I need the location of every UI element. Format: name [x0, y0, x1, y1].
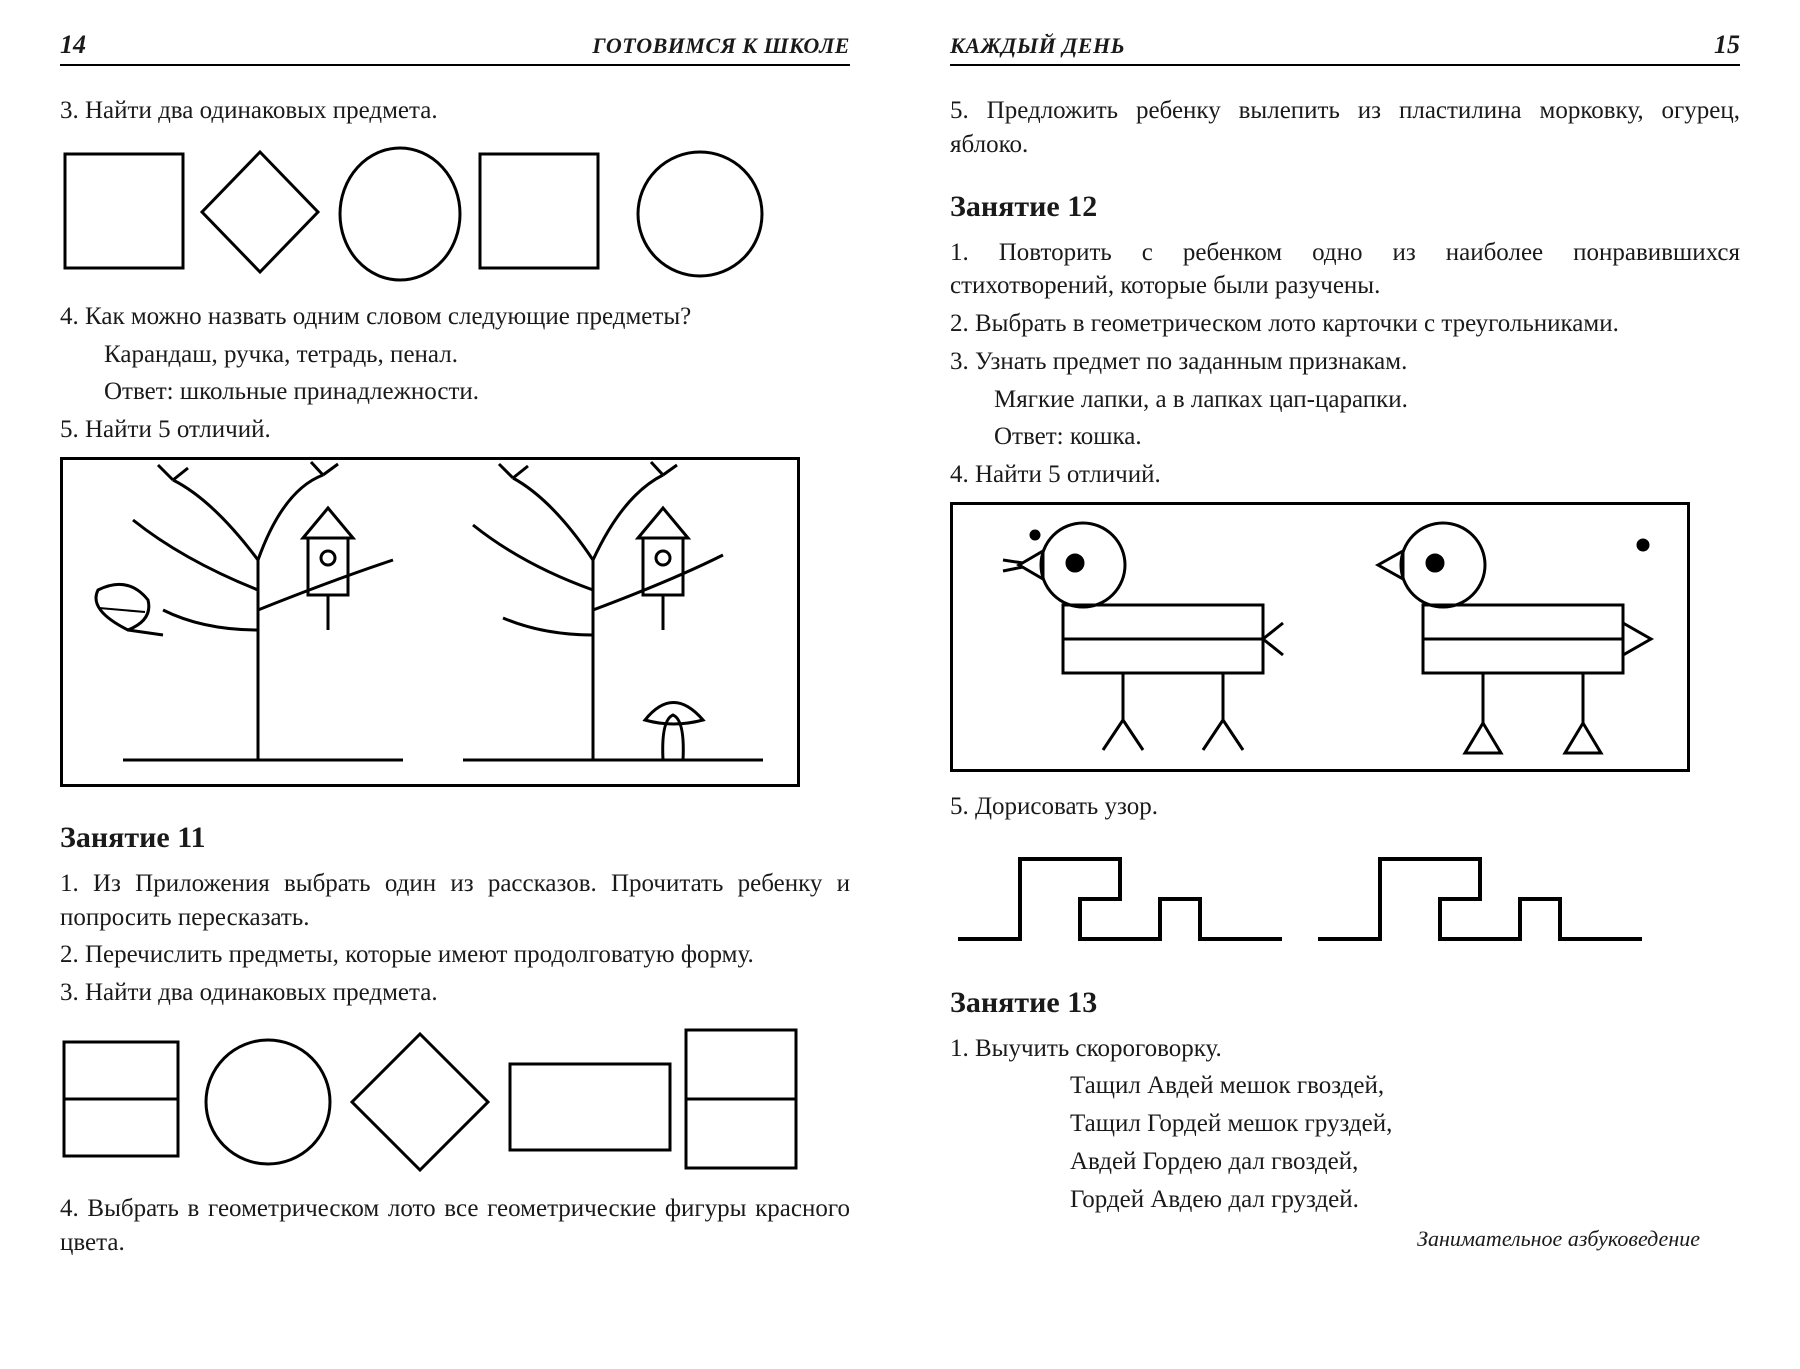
poem-line-1: Тащил Авдей мешок гвоздей, [950, 1069, 1740, 1103]
header-left: 14 ГОТОВИМСЯ К ШКОЛЕ [60, 30, 850, 66]
task-5: 5. Найти 5 отличий. [60, 413, 850, 447]
l12-task1: 1. Повторить с ребенком одно из наиболее… [950, 236, 1740, 304]
tail-triangle-icon [1623, 623, 1651, 655]
l12-task3a: 3. Узнать предмет по заданным признакам. [950, 345, 1740, 379]
poem-line-2: Тащил Гордей мешок груздей, [950, 1107, 1740, 1141]
l12-task3c: Ответ: кошка. [950, 420, 1740, 454]
running-head: КАЖДЫЙ ДЕНЬ [950, 33, 1125, 59]
l12-task5: 5. Дорисовать узор. [950, 790, 1740, 824]
l11-task2: 2. Перечислить предметы, которые имеют п… [60, 938, 850, 972]
shapes-row-1 [60, 142, 850, 282]
l11-task1: 1. Из Приложения выбрать один из рассказ… [60, 867, 850, 935]
lesson-11-heading: Занятие 11 [60, 821, 850, 855]
beak-triangle-icon [1019, 551, 1043, 579]
diamond-icon [352, 1034, 488, 1170]
l13-task1: 1. Выучить скороговорку. [950, 1032, 1740, 1066]
credit-line: Занимательное азбуковедение [950, 1226, 1740, 1252]
beak-triangle-icon [1378, 551, 1403, 579]
poem-line-3: Авдей Гордею дал гвоздей, [950, 1145, 1740, 1179]
ellipse-icon [340, 148, 460, 280]
lesson-12-heading: Занятие 12 [950, 190, 1740, 224]
shapes-row-2 [60, 1024, 850, 1174]
poem-line-4: Гордей Авдею дал груздей. [950, 1183, 1740, 1217]
page-number: 14 [60, 30, 86, 60]
l12-task3b: Мягкие лапки, а в лапках цап-царапки. [950, 383, 1740, 417]
l11-task3: 3. Найти два одинаковых предмета. [60, 976, 850, 1010]
shapes-2-svg [60, 1024, 800, 1174]
l11-task1-text: 1. Из Приложения выбрать один из рассказ… [60, 870, 850, 931]
header-right: КАЖДЫЙ ДЕНЬ 15 [950, 30, 1740, 66]
pattern-figure [950, 834, 1690, 954]
circle-icon [206, 1040, 330, 1164]
task-4-answer: Ответ: школьные принадлежности. [60, 375, 850, 409]
task-4-line1: 4. Как можно назвать одним словом следую… [60, 300, 850, 334]
page-number: 15 [1714, 30, 1740, 60]
tail-chevron-icon [1263, 623, 1283, 655]
l12-task2: 2. Выбрать в геометрическом лото карточк… [950, 307, 1740, 341]
circle-icon [638, 152, 762, 276]
square-icon [480, 154, 598, 268]
running-head: ГОТОВИМСЯ К ШКОЛЕ [592, 33, 850, 59]
task-4-line2: Карандаш, ручка, тетрадь, пенал. [60, 338, 850, 372]
l11-task4: 4. Выбрать в геометрическом лото все гео… [60, 1192, 850, 1260]
page-right: КАЖДЫЙ ДЕНЬ 15 5. Предложить ребенку выл… [950, 30, 1740, 1339]
task-3: 3. Найти два одинаковых предмета. [60, 94, 850, 128]
diamond-icon [202, 152, 318, 272]
lesson-13-heading: Занятие 13 [950, 986, 1740, 1020]
page-left: 14 ГОТОВИМСЯ К ШКОЛЕ 3. Найти два одинак… [60, 30, 850, 1339]
shapes-1-svg [60, 142, 800, 282]
r-task5: 5. Предложить ребенку вылепить из пласти… [950, 94, 1740, 162]
l12-task4: 4. Найти 5 отличий. [950, 458, 1740, 492]
trees-figure [60, 457, 800, 787]
rectangle-icon [510, 1064, 670, 1150]
animals-figure [950, 502, 1690, 772]
square-icon [65, 154, 183, 268]
